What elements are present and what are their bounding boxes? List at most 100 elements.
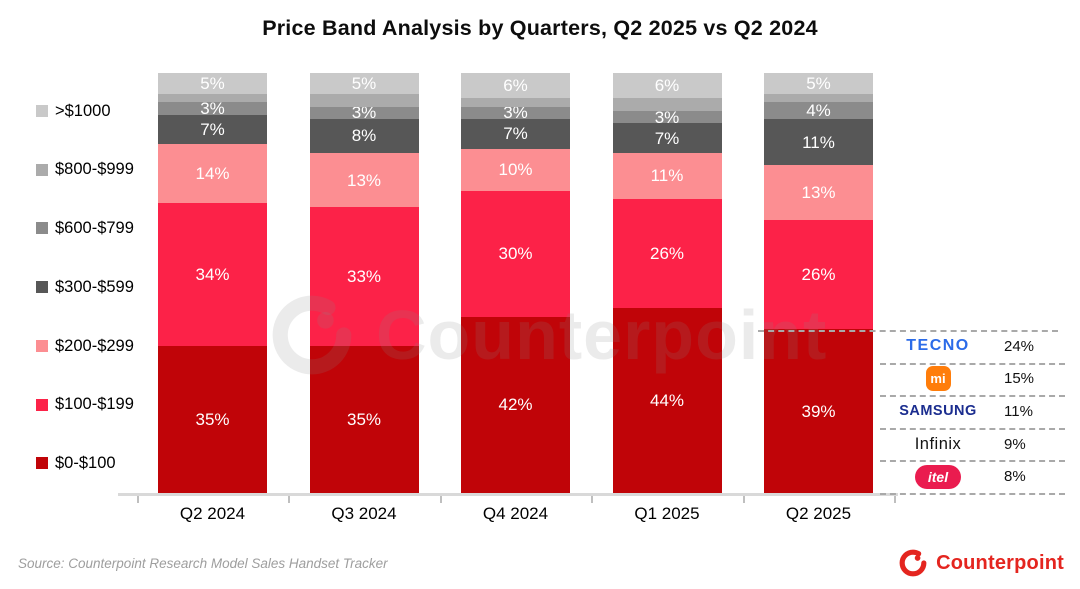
counterpoint-logo-text: Counterpoint	[936, 551, 1064, 574]
bar-segment: 39%	[764, 329, 873, 493]
bar-segment: 26%	[612, 199, 722, 309]
bar-segment: 26%	[764, 220, 873, 330]
bar-segment: 3%	[158, 100, 267, 117]
legend-label: $300-$599	[55, 277, 134, 296]
brand-share: 15%	[1004, 370, 1035, 388]
bar-segment: 6%	[461, 73, 570, 99]
bar-segment	[309, 94, 419, 107]
legend-label: $100-$199	[55, 395, 134, 414]
legend-item: >$1000	[36, 103, 111, 119]
axis-tick	[742, 496, 745, 503]
bar-segment: 11%	[612, 152, 722, 199]
infinix-logo: Infinix	[914, 434, 962, 453]
bar-segment-label: 6%	[503, 76, 528, 96]
legend-swatch-icon	[36, 281, 48, 294]
legend-swatch-icon	[36, 105, 48, 117]
x-axis-label: Q1 2025	[634, 504, 700, 523]
panel-separator-line	[880, 395, 1065, 398]
brand-row: Infinix 9%	[882, 428, 1065, 461]
chart-title: Price Band Analysis by Quarters, Q2 2025…	[262, 16, 818, 40]
legend-item: $200-$299	[36, 338, 134, 354]
bar-segment: 4%	[764, 102, 873, 119]
bar-segment	[612, 98, 722, 111]
bar-segment-label: 3%	[503, 103, 528, 123]
brand-share: 11%	[1004, 402, 1033, 420]
legend-item: $300-$599	[36, 279, 134, 295]
legend-label: $0-$100	[55, 453, 116, 472]
bar-segment: 8%	[309, 119, 419, 153]
bar-segment-label: 13%	[801, 183, 836, 203]
bar-segment	[461, 98, 570, 107]
legend-swatch-icon	[36, 398, 48, 411]
bar-segment-label: 4%	[806, 101, 831, 121]
legend-item: $800-$999	[36, 161, 134, 178]
x-axis-label: Q4 2024	[482, 504, 549, 523]
bar-segment: 14%	[158, 144, 267, 204]
brand-cell: itel	[882, 464, 994, 489]
brand-cell: TECNO	[882, 337, 994, 355]
x-axis-label: Q2 2024	[179, 504, 246, 523]
legend-label: $200-$299	[55, 336, 134, 355]
legend-item: $100-$199	[36, 395, 134, 414]
brand-cell: SAMSUNG	[882, 403, 994, 419]
brand-row: SAMSUNG 11%	[882, 395, 1065, 428]
bar-segment-label: 6%	[654, 76, 680, 96]
bar-segment: 30%	[461, 190, 570, 317]
brand-share: 8%	[1004, 468, 1026, 486]
x-axis-label: Q2 2025	[785, 504, 852, 523]
axis-tick	[288, 496, 290, 503]
counterpoint-logo: Counterpoint	[898, 548, 1064, 578]
bar-segment: 44%	[612, 308, 722, 493]
brand-row: itel 8%	[882, 460, 1065, 493]
bar-segment-label: 34%	[195, 265, 230, 285]
bar-segment: 7%	[612, 123, 722, 153]
bar-segment: 3%	[309, 103, 419, 123]
brand-cell: mi	[882, 366, 994, 392]
bar-segment: 13%	[309, 152, 419, 208]
bar-segment-label: 7%	[654, 128, 680, 148]
bar-segment-label: 10%	[498, 160, 533, 180]
panel-separator-line	[880, 460, 1065, 463]
leader-dashed-line	[758, 330, 1058, 332]
tecno-logo: TECNO	[906, 337, 970, 355]
bar-segment-label: 8%	[351, 126, 377, 146]
axis-tick	[894, 496, 896, 503]
legend-item: $0-$100	[36, 455, 116, 471]
axis-tick	[136, 496, 139, 503]
legend-label: $600-$799	[55, 219, 134, 238]
bar-segment: 35%	[158, 346, 267, 493]
bar-segment: 5%	[309, 73, 419, 94]
x-axis-line	[118, 493, 898, 496]
bar-segment: 3%	[461, 103, 570, 123]
bar-segment-label: 44%	[649, 391, 685, 411]
brand-share: 24%	[1004, 337, 1035, 355]
bar-segment: 11%	[764, 119, 873, 166]
bar-segment-label: 26%	[649, 244, 685, 264]
bar-segment: 13%	[764, 165, 873, 220]
legend-swatch-icon	[36, 457, 48, 470]
bar-segment-label: 11%	[802, 132, 835, 152]
bar-segment-label: 7%	[200, 120, 225, 140]
brand-cell: Infinix	[882, 435, 994, 454]
bar-segment-label: 5%	[806, 74, 831, 93]
bar-segment-label: 5%	[200, 74, 225, 93]
x-axis-label: Q3 2024	[331, 504, 397, 523]
bar-segment-label: 39%	[801, 401, 836, 421]
axis-tick	[591, 496, 593, 503]
bar-segment: 33%	[309, 207, 419, 346]
xiaomi-mi-logo: mi	[925, 366, 951, 392]
bar-segment	[158, 94, 267, 103]
panel-separator-line	[880, 362, 1065, 365]
bar-segment-label: 5%	[351, 74, 377, 93]
bar-segment-label: 3%	[351, 103, 377, 123]
bar-segment: 3%	[612, 107, 722, 127]
legend-item: $600-$799	[36, 220, 134, 236]
bar-segment-label: 3%	[654, 107, 680, 127]
bar-segment-label: 35%	[195, 410, 230, 429]
axis-tick	[439, 496, 442, 503]
panel-separator-line	[880, 493, 1065, 495]
bar-segment-label: 13%	[346, 170, 382, 190]
bar-segment: 5%	[764, 73, 873, 94]
bar-segment: 7%	[158, 115, 267, 145]
panel-separator-line	[880, 427, 1065, 430]
